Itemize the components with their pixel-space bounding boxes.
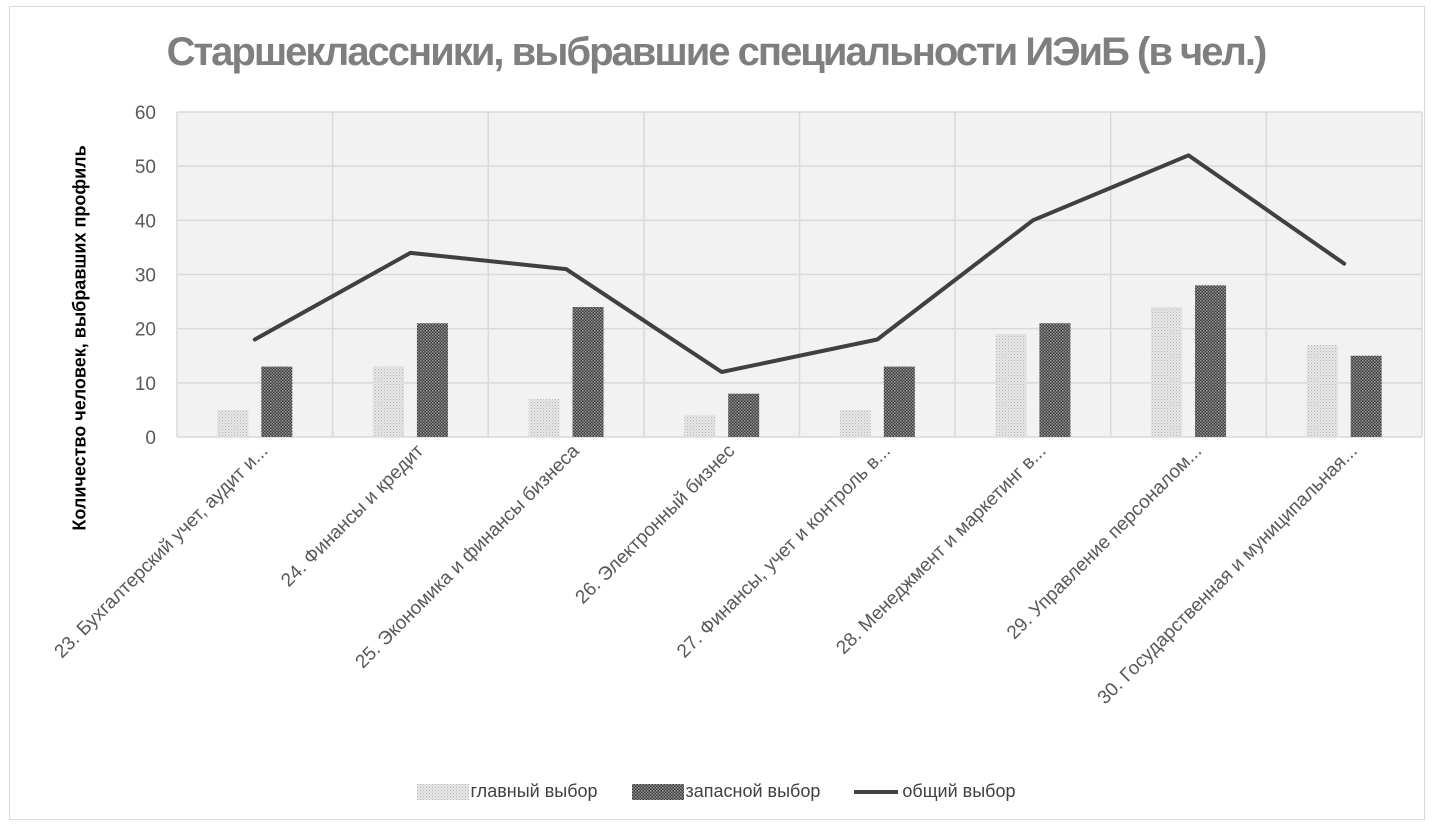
bar-reserve <box>1350 355 1382 437</box>
bar-reserve <box>416 323 448 437</box>
line-total <box>252 153 1347 374</box>
x-tick-label: 24. Финансы и кредит <box>277 440 428 591</box>
bar-main <box>839 409 871 437</box>
legend-item-total: общий выбор <box>854 781 1015 802</box>
x-tick-label: 23. Бухгалтерский учет, аудит и... <box>51 441 273 663</box>
bar-main <box>684 415 716 437</box>
bar-reserve <box>883 366 915 437</box>
y-tick-label: 30 <box>135 266 156 287</box>
bar-reserve <box>728 393 760 437</box>
bar-main <box>1151 307 1183 437</box>
x-tick-label: 30. Государственная и муниципальная... <box>1094 441 1362 709</box>
bar-main <box>372 366 404 437</box>
x-tick-label: 26. Электронный бизнес <box>572 441 740 609</box>
y-tick-label: 60 <box>135 103 156 124</box>
legend-label-reserve: запасной выбор <box>685 781 821 801</box>
bar-reserve <box>572 307 604 437</box>
legend: главный выбор запасной выбор общий выбор <box>0 781 1432 802</box>
y-tick-label: 40 <box>135 211 156 232</box>
legend-item-main: главный выбор <box>416 781 598 802</box>
bar-main <box>217 409 249 437</box>
bar-main <box>528 399 560 437</box>
legend-swatch-total <box>854 789 899 794</box>
legend-label-total: общий выбор <box>902 781 1016 801</box>
bar-reserve <box>1039 323 1071 437</box>
y-tick-label: 10 <box>135 374 156 395</box>
chart-title: Старшеклассники, выбравшие специальности… <box>166 30 1268 74</box>
y-tick-label: 20 <box>135 320 156 341</box>
legend-label-main: главный выбор <box>470 781 598 801</box>
bar-reserve <box>1195 285 1227 437</box>
y-tick-label: 50 <box>135 157 156 178</box>
y-tick-label: 0 <box>145 428 156 449</box>
bar-main <box>1306 344 1338 437</box>
legend-swatch-reserve <box>631 783 684 800</box>
bar-main <box>995 334 1027 437</box>
legend-swatch-main <box>416 783 469 800</box>
legend-item-reserve: запасной выбор <box>631 781 821 802</box>
bar-reserve <box>261 366 293 437</box>
